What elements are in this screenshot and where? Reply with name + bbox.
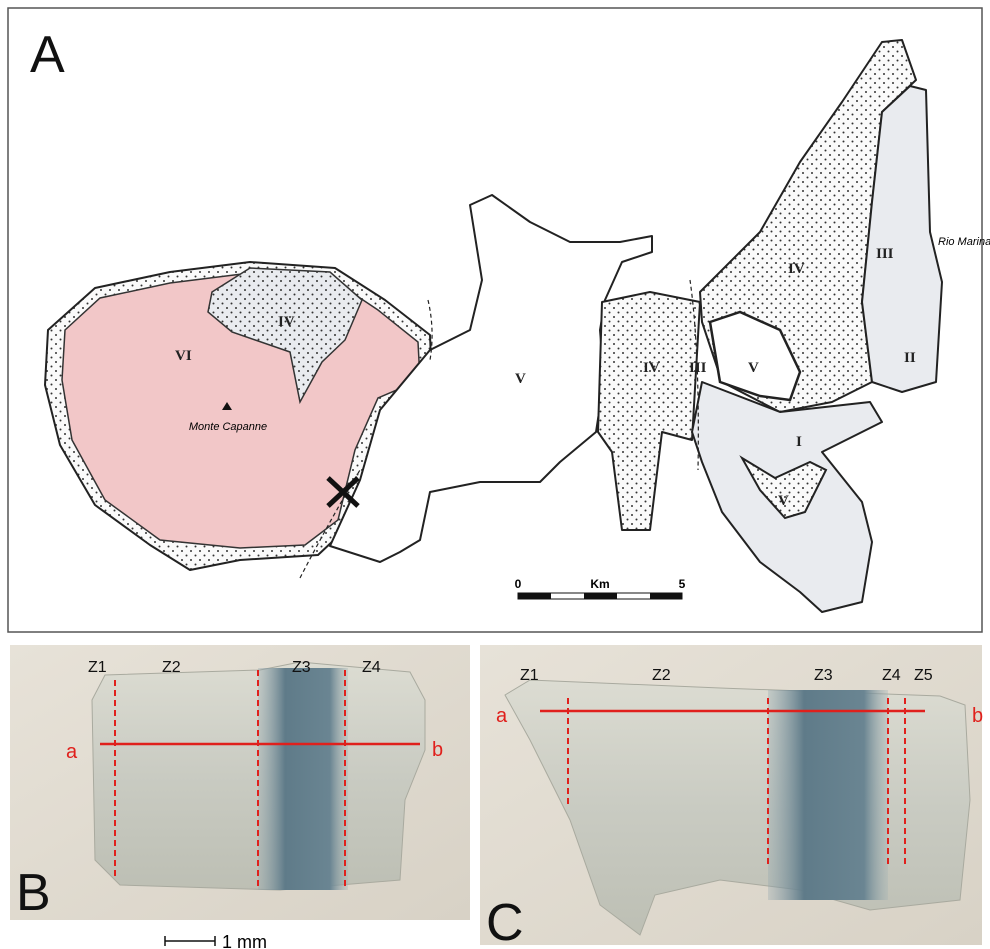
scale-text: 1 mm: [222, 932, 267, 949]
map-label: IV: [643, 360, 660, 376]
zone-label: Z1: [520, 667, 539, 684]
scale-unit: Km: [590, 577, 609, 591]
section-end: b: [432, 739, 443, 761]
map-label: IV: [278, 314, 295, 330]
map-label: V: [748, 360, 759, 376]
panel-label: B: [16, 864, 51, 922]
map-label: V: [778, 493, 789, 509]
zone-label: Z5: [914, 667, 933, 684]
map-label: VI: [175, 348, 192, 364]
panel-c: a b Z1 Z2 Z3 Z4 Z5 C: [480, 645, 983, 949]
panel-label: C: [486, 894, 524, 949]
scale-bar-segment: [650, 593, 682, 599]
zone-label: Z3: [814, 667, 833, 684]
zone-label: Z3: [292, 659, 311, 676]
scale-end: 5: [679, 577, 686, 591]
blue-zone: [768, 690, 888, 900]
section-start: a: [496, 705, 508, 727]
scale-bar: [165, 936, 215, 946]
map-label: III: [876, 246, 894, 262]
panel-b: a b Z1 Z2 Z3 Z4 B 1 mm: [10, 645, 470, 949]
zone-label: Z1: [88, 659, 107, 676]
zone-label: Z4: [882, 667, 901, 684]
map-label: IV: [788, 261, 805, 277]
place-name: Monte Capanne: [189, 421, 267, 433]
section-end: b: [972, 705, 983, 727]
map-label: V: [515, 371, 526, 387]
zone-label: Z2: [162, 659, 181, 676]
panel-label: A: [30, 26, 65, 84]
blue-zone: [258, 668, 348, 890]
scale-bar-segment: [518, 593, 551, 599]
figure: A VI IV V IV III V IV III II I V Monte C…: [0, 0, 990, 949]
zone-label: Z2: [652, 667, 671, 684]
scale-start: 0: [515, 577, 522, 591]
map-label: II: [904, 350, 916, 366]
scale-bar-segment: [584, 593, 617, 599]
panel-a: A VI IV V IV III V IV III II I V Monte C…: [8, 8, 990, 632]
map-label: III: [689, 360, 707, 376]
section-start: a: [66, 741, 78, 763]
place-name: Rio Marina: [938, 236, 990, 248]
map-label: I: [796, 434, 802, 450]
zone-label: Z4: [362, 659, 381, 676]
